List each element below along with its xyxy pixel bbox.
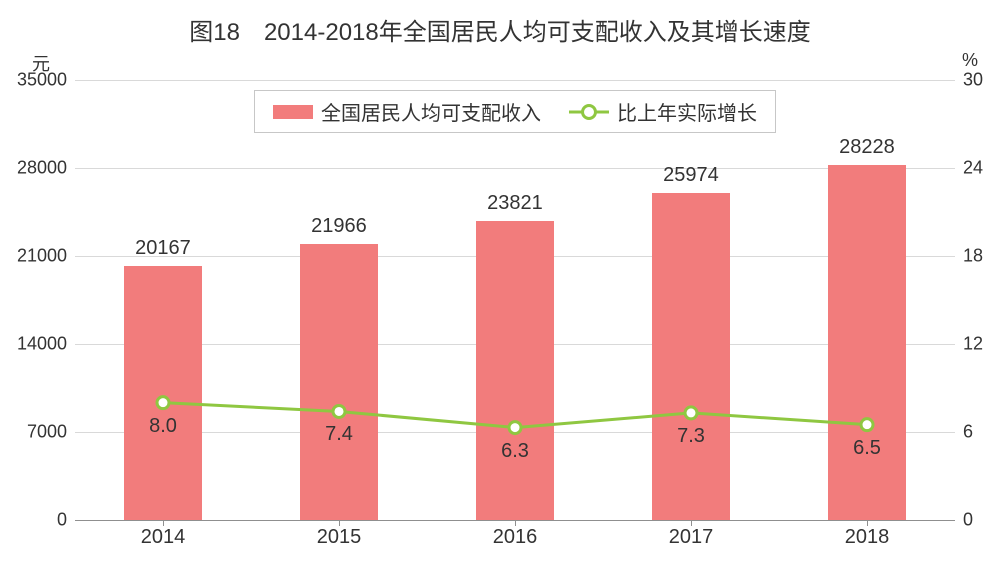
y2-tick-label: 24 (963, 158, 983, 179)
x-tick-label: 2015 (317, 526, 362, 549)
y2-tick-label: 30 (963, 70, 983, 91)
y2-unit-label: % (962, 50, 978, 71)
line-value-label: 7.4 (325, 423, 353, 446)
chart-title: 图18 2014-2018年全国居民人均可支配收入及其增长速度 (0, 12, 1000, 47)
y1-tick-label: 28000 (17, 158, 67, 179)
line-marker (685, 407, 697, 419)
y2-tick-label: 0 (963, 510, 973, 531)
y2-tick-label: 18 (963, 246, 983, 267)
y1-tick-label: 21000 (17, 246, 67, 267)
x-tick-label: 2014 (141, 526, 186, 549)
line-marker (157, 397, 169, 409)
line-marker (509, 422, 521, 434)
y2-tick-label: 6 (963, 422, 973, 443)
line-value-label: 7.3 (677, 425, 705, 448)
plot-area: 全国居民人均可支配收入 比上年实际增长 00700061400012210001… (75, 80, 955, 520)
x-tick-label: 2017 (669, 526, 714, 549)
line-value-label: 6.5 (853, 437, 881, 460)
line-value-label: 8.0 (149, 415, 177, 438)
y2-tick-label: 12 (963, 334, 983, 355)
line-marker (333, 405, 345, 417)
y1-tick-label: 35000 (17, 70, 67, 91)
chart: 图18 2014-2018年全国居民人均可支配收入及其增长速度 元 % 全国居民… (0, 0, 1000, 570)
x-tick-label: 2018 (845, 526, 890, 549)
y1-tick-label: 7000 (27, 422, 67, 443)
line-value-label: 6.3 (501, 440, 529, 463)
y1-tick-label: 0 (57, 510, 67, 531)
x-tick-label: 2016 (493, 526, 538, 549)
line-marker (861, 419, 873, 431)
y1-tick-label: 14000 (17, 334, 67, 355)
